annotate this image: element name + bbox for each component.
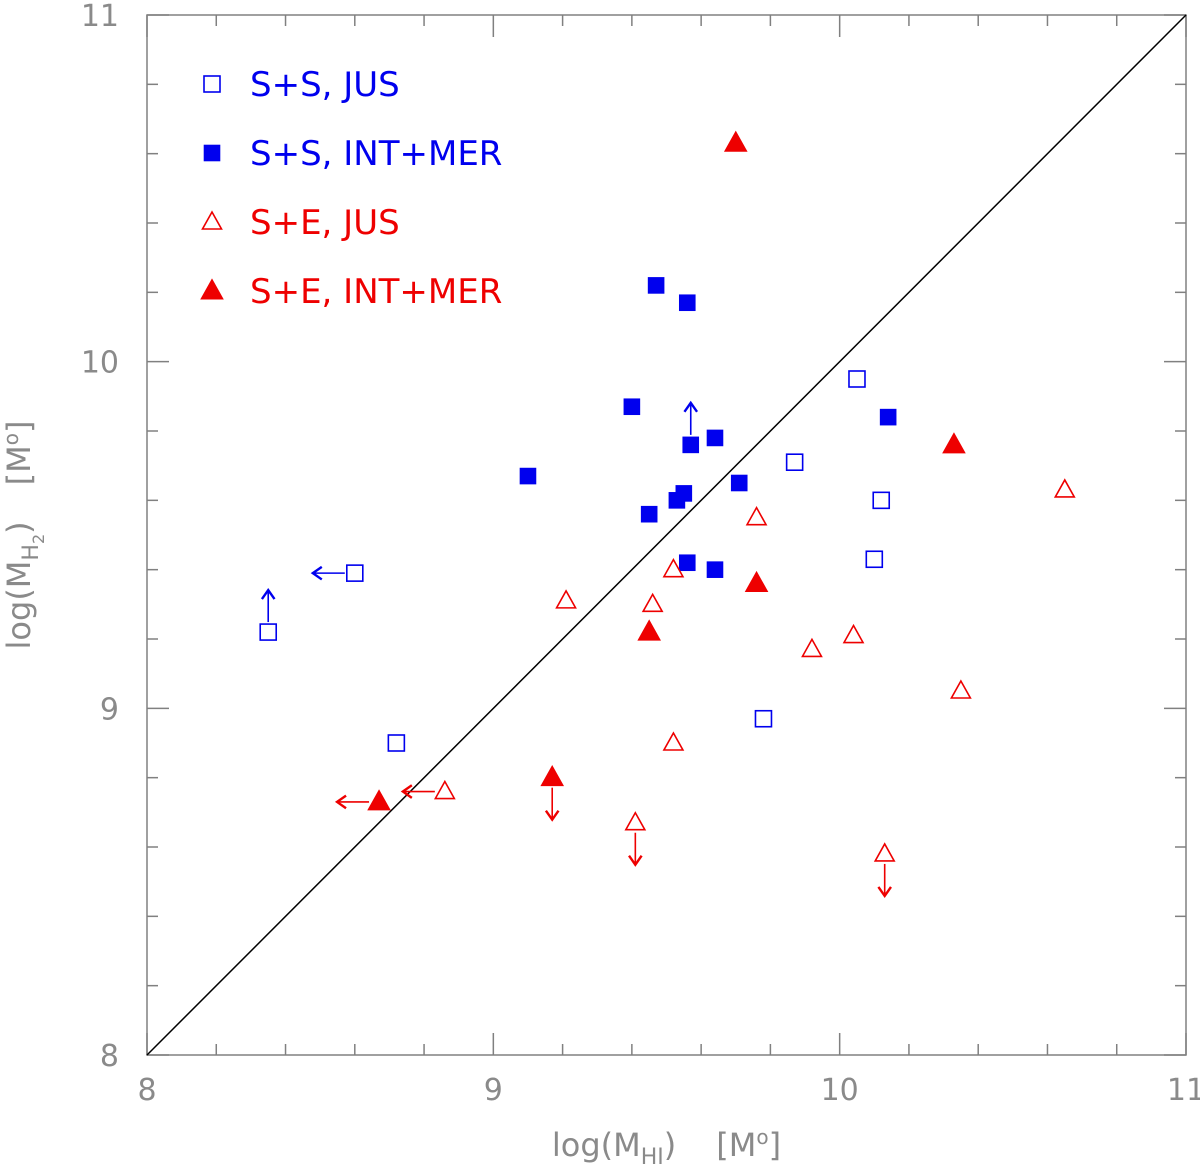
data-point-series-3 — [950, 679, 972, 699]
y-tick-label: 8 — [100, 1039, 119, 1074]
data-point-series-3 — [433, 779, 456, 800]
data-point-series-1 — [865, 550, 884, 569]
data-point-series-4 — [942, 432, 966, 454]
data-points — [259, 130, 1076, 899]
legend-marker-4 — [200, 278, 224, 300]
legend-marker-3 — [201, 210, 223, 230]
x-tick-label: 10 — [821, 1073, 859, 1108]
data-point-series-3 — [662, 558, 685, 578]
data-point-series-3 — [641, 592, 664, 613]
legend-marker-2 — [203, 144, 221, 162]
limit-arrowhead-down — [877, 886, 892, 899]
plot-frame — [146, 14, 1187, 1056]
data-point-series-4 — [367, 789, 391, 811]
x-tick-label: 8 — [137, 1073, 156, 1108]
y-tick-label: 11 — [81, 0, 119, 34]
y-axis-label: log(MH2)[Mo] — [0, 421, 48, 650]
one-to-one-line — [146, 14, 1187, 1056]
y-tick-label: 9 — [100, 692, 119, 727]
axes: 8 9 10 11 8 9 10 11 — [81, 0, 1200, 1108]
x-axis-label: log(MHI) [Mo] — [552, 1125, 781, 1169]
x-tick-label: 9 — [484, 1073, 503, 1108]
data-point-series-3 — [801, 637, 823, 658]
data-point-series-3 — [745, 506, 768, 526]
limit-arrowhead-down — [628, 855, 643, 867]
data-point-series-2 — [682, 436, 700, 454]
data-point-series-4 — [744, 570, 769, 593]
limit-arrowhead-up — [683, 400, 699, 413]
legend-label-1: S+S, JUS — [250, 65, 400, 105]
limit-arrowhead-left — [310, 565, 323, 581]
limit-arrowhead-up — [260, 587, 276, 600]
data-point-series-1 — [848, 370, 866, 388]
data-point-series-1 — [872, 491, 891, 510]
data-point-series-3 — [1053, 478, 1076, 498]
data-point-series-3 — [873, 842, 896, 862]
data-point-series-1 — [785, 453, 804, 472]
legend-label-4: S+E, INT+MER — [250, 272, 502, 312]
data-point-series-2 — [879, 408, 897, 426]
legend-label-2: S+S, INT+MER — [250, 134, 502, 174]
limit-arrowhead-left — [400, 784, 413, 799]
data-point-series-1 — [259, 623, 278, 641]
data-point-series-2 — [678, 294, 696, 312]
data-point-series-2 — [730, 474, 748, 492]
data-point-series-1 — [754, 709, 773, 728]
y-tick-label: 10 — [81, 346, 119, 381]
data-point-series-2 — [519, 467, 537, 485]
data-point-series-1 — [387, 734, 406, 752]
limit-arrowhead-left — [334, 794, 347, 810]
legend: S+S, JUS S+S, INT+MER S+E, JUS S+E, INT+MER — [200, 65, 502, 312]
data-point-series-3 — [662, 731, 685, 751]
data-point-series-1 — [345, 564, 364, 582]
data-point-series-4 — [637, 619, 661, 641]
data-point-series-4 — [723, 130, 748, 152]
data-point-series-4 — [540, 765, 565, 787]
data-point-series-2 — [623, 398, 641, 416]
data-point-series-3 — [555, 589, 577, 609]
legend-marker-1 — [203, 75, 221, 93]
limit-arrowhead-down — [544, 809, 560, 822]
x-tick-label: 11 — [1167, 1073, 1200, 1108]
data-point-series-2 — [647, 277, 665, 294]
data-point-series-2 — [706, 561, 724, 578]
data-point-series-3 — [842, 623, 865, 644]
data-point-series-2 — [640, 505, 658, 523]
data-point-series-3 — [624, 811, 647, 831]
data-point-series-2 — [675, 485, 693, 502]
legend-label-3: S+E, JUS — [250, 203, 400, 243]
data-point-series-2 — [706, 429, 724, 447]
data-point-series-2 — [678, 554, 696, 572]
